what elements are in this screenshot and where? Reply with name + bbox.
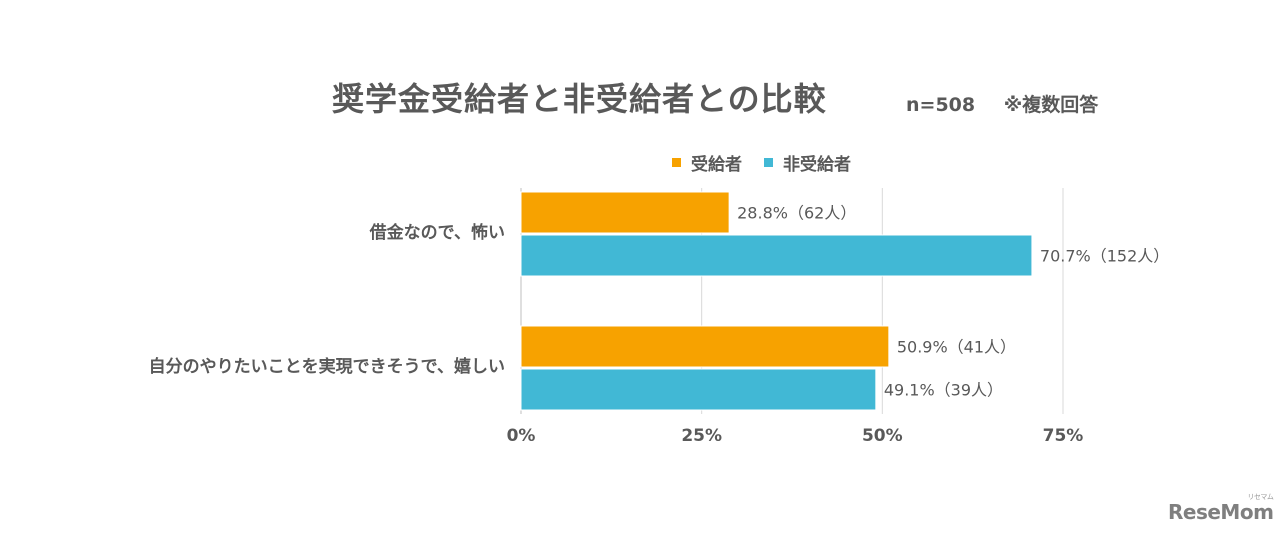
bar <box>520 234 1033 277</box>
data-label: 50.9%（41人） <box>897 338 1016 357</box>
data-label: 28.8%（62人） <box>737 204 856 223</box>
legend-swatch-recipients <box>672 158 681 167</box>
sample-size: n=508 <box>906 94 976 116</box>
legend-item-non-recipients: 非受給者 <box>764 150 851 175</box>
category-label: 借金なので、怖い <box>369 222 505 243</box>
legend-label-recipients: 受給者 <box>691 155 742 175</box>
legend-swatch-non-recipients <box>764 158 773 167</box>
legend-label-non-recipients: 非受給者 <box>783 155 851 175</box>
chart-subtitle: n=508 ※複数回答 <box>906 90 1098 117</box>
x-tick-label: 75% <box>1043 426 1084 446</box>
data-label: 49.1%（39人） <box>884 381 1003 400</box>
x-tick-label: 0% <box>507 426 536 446</box>
x-tick-label: 25% <box>681 426 722 446</box>
legend-item-recipients: 受給者 <box>672 150 742 175</box>
x-tick-label: 50% <box>862 426 903 446</box>
bar <box>520 368 877 411</box>
legend: 受給者 非受給者 <box>672 150 851 175</box>
data-label: 70.7%（152人） <box>1040 247 1169 266</box>
category-label: 自分のやりたいことを実現できそうで、嬉しい <box>149 356 505 377</box>
bar <box>520 191 730 234</box>
resemom-logo: リセマム ReseMom <box>1168 493 1274 524</box>
chart-title: 奨学金受給者と非受給者との比較 <box>332 80 827 118</box>
bar <box>520 325 890 368</box>
watermark-text: ReseMom <box>1168 500 1274 524</box>
multi-answer-note: ※複数回答 <box>1003 94 1099 116</box>
